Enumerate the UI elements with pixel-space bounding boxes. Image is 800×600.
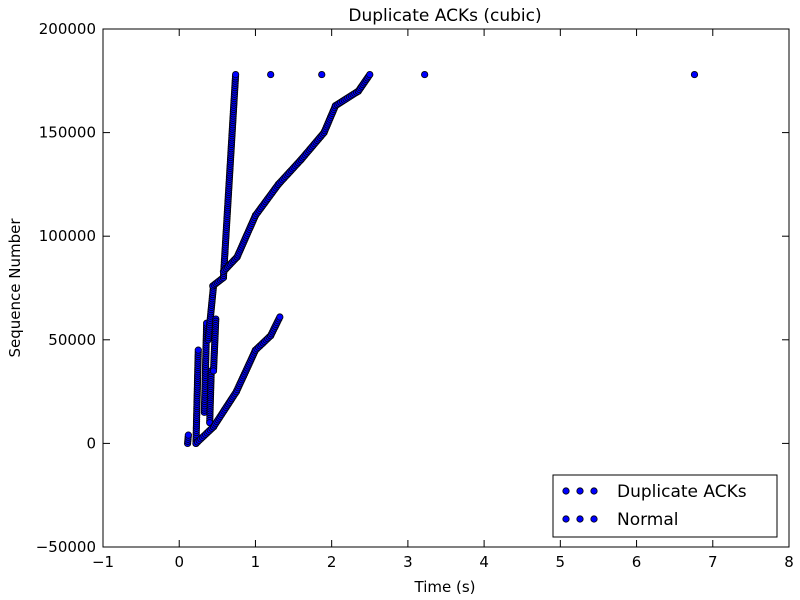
- legend-item: Normal: [562, 510, 679, 530]
- legend-marker: [590, 487, 598, 495]
- ticks-layer: −1 0 1 2 3 4 5 6 7 8 −50000 0 50000 100000 150000 20000…: [36, 20, 794, 571]
- legend-marker: [576, 487, 584, 495]
- x-tick-label: 0: [174, 553, 184, 571]
- x-tick-label: 8: [784, 553, 794, 571]
- legend-marker: [562, 515, 570, 523]
- legend-label: Normal: [617, 510, 679, 530]
- y-tick-label: −50000: [36, 538, 96, 556]
- x-tick-label: 1: [251, 553, 261, 571]
- series-0: [267, 70, 699, 79]
- y-tick-label: 0: [86, 434, 96, 452]
- plot-frame: [102, 28, 790, 548]
- y-tick-label: 200000: [39, 20, 96, 38]
- y-tick-label: 100000: [39, 227, 96, 245]
- y-tick-label: 150000: [39, 124, 96, 142]
- data-point: [184, 431, 192, 439]
- x-tick-label: 3: [403, 553, 413, 571]
- data-point: [318, 70, 326, 79]
- legend-box: [552, 474, 778, 538]
- x-tick-label: −1: [92, 553, 114, 571]
- data-point: [209, 367, 218, 375]
- x-tick-label: 4: [479, 553, 489, 571]
- data-point: [232, 70, 240, 79]
- series-1: [184, 70, 374, 447]
- legend-marker: [562, 487, 570, 495]
- legend-item: Duplicate ACKs: [562, 482, 747, 502]
- data-point: [690, 70, 699, 79]
- y-axis-title: Sequence Number: [6, 218, 24, 358]
- x-tick-label: 2: [327, 553, 337, 571]
- legend-marker: [590, 515, 598, 523]
- plot-background: [103, 29, 789, 547]
- y-tick-label: 50000: [48, 331, 96, 349]
- points-layer: [184, 70, 699, 447]
- data-point: [267, 70, 275, 79]
- x-tick-label: 6: [632, 553, 642, 571]
- legend-label: Duplicate ACKs: [617, 482, 747, 502]
- chart-title: Duplicate ACKs (cubic): [348, 6, 541, 26]
- data-point: [194, 346, 202, 354]
- x-tick-label: 5: [556, 553, 566, 571]
- x-axis-title: Time (s): [414, 578, 476, 596]
- legend-marker: [576, 515, 584, 523]
- data-point: [366, 70, 374, 79]
- legend: Duplicate ACKs Normal: [552, 474, 778, 538]
- data-point: [276, 313, 284, 321]
- x-tick-label: 7: [708, 553, 718, 571]
- data-point: [421, 70, 429, 79]
